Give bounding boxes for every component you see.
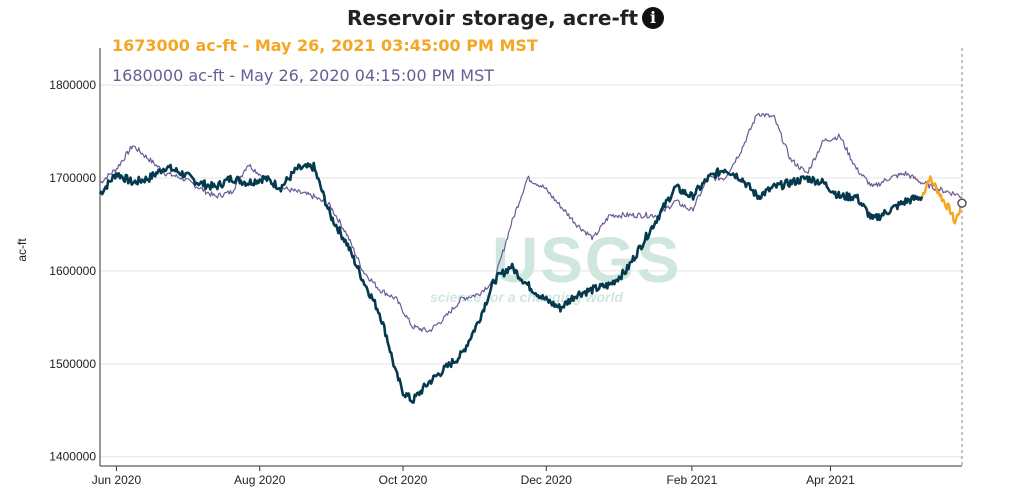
x-tick-label: Jun 2020 [92,473,142,487]
current-value-tooltip: 1673000 ac-ft - May 26, 2021 03:45:00 PM… [112,36,538,55]
axes: 1400000 1500000 1600000 1700000 1800000 Jun 2… [49,48,963,487]
x-tick-label: Apr 2021 [806,473,855,487]
usgs-watermark: USGS science for a changing world [430,224,679,305]
x-tick-label: Oct 2020 [379,473,428,487]
current-value-marker [957,198,967,208]
y-axis-label: ac-ft [15,238,29,262]
series-line-0 [98,161,924,404]
series-line-1 [920,175,963,225]
y-tick-label: 1800000 [49,78,96,92]
series-group [98,112,967,404]
y-tick-label: 1700000 [49,171,96,185]
y-tick-label: 1600000 [49,264,96,278]
info-icon[interactable]: i [642,7,665,29]
y-tick-label: 1500000 [49,357,96,371]
y-tick-label: 1400000 [49,450,96,464]
chart-title: Reservoir storage, acre-ft [346,6,639,30]
previous-value-tooltip: 1680000 ac-ft - May 26, 2020 04:15:00 PM… [112,66,495,85]
grid-lines [100,84,962,458]
series-line-2 [99,112,963,333]
chart-title-row: Reservoir storage, acre-ft i [0,6,1011,30]
x-tick-label: Feb 2021 [667,473,718,487]
x-tick-label: Aug 2020 [234,473,286,487]
axis-labels: ac-ft [15,238,29,262]
x-tick-label: Dec 2020 [521,473,573,487]
watermark-subtext: science for a changing world [430,289,623,305]
